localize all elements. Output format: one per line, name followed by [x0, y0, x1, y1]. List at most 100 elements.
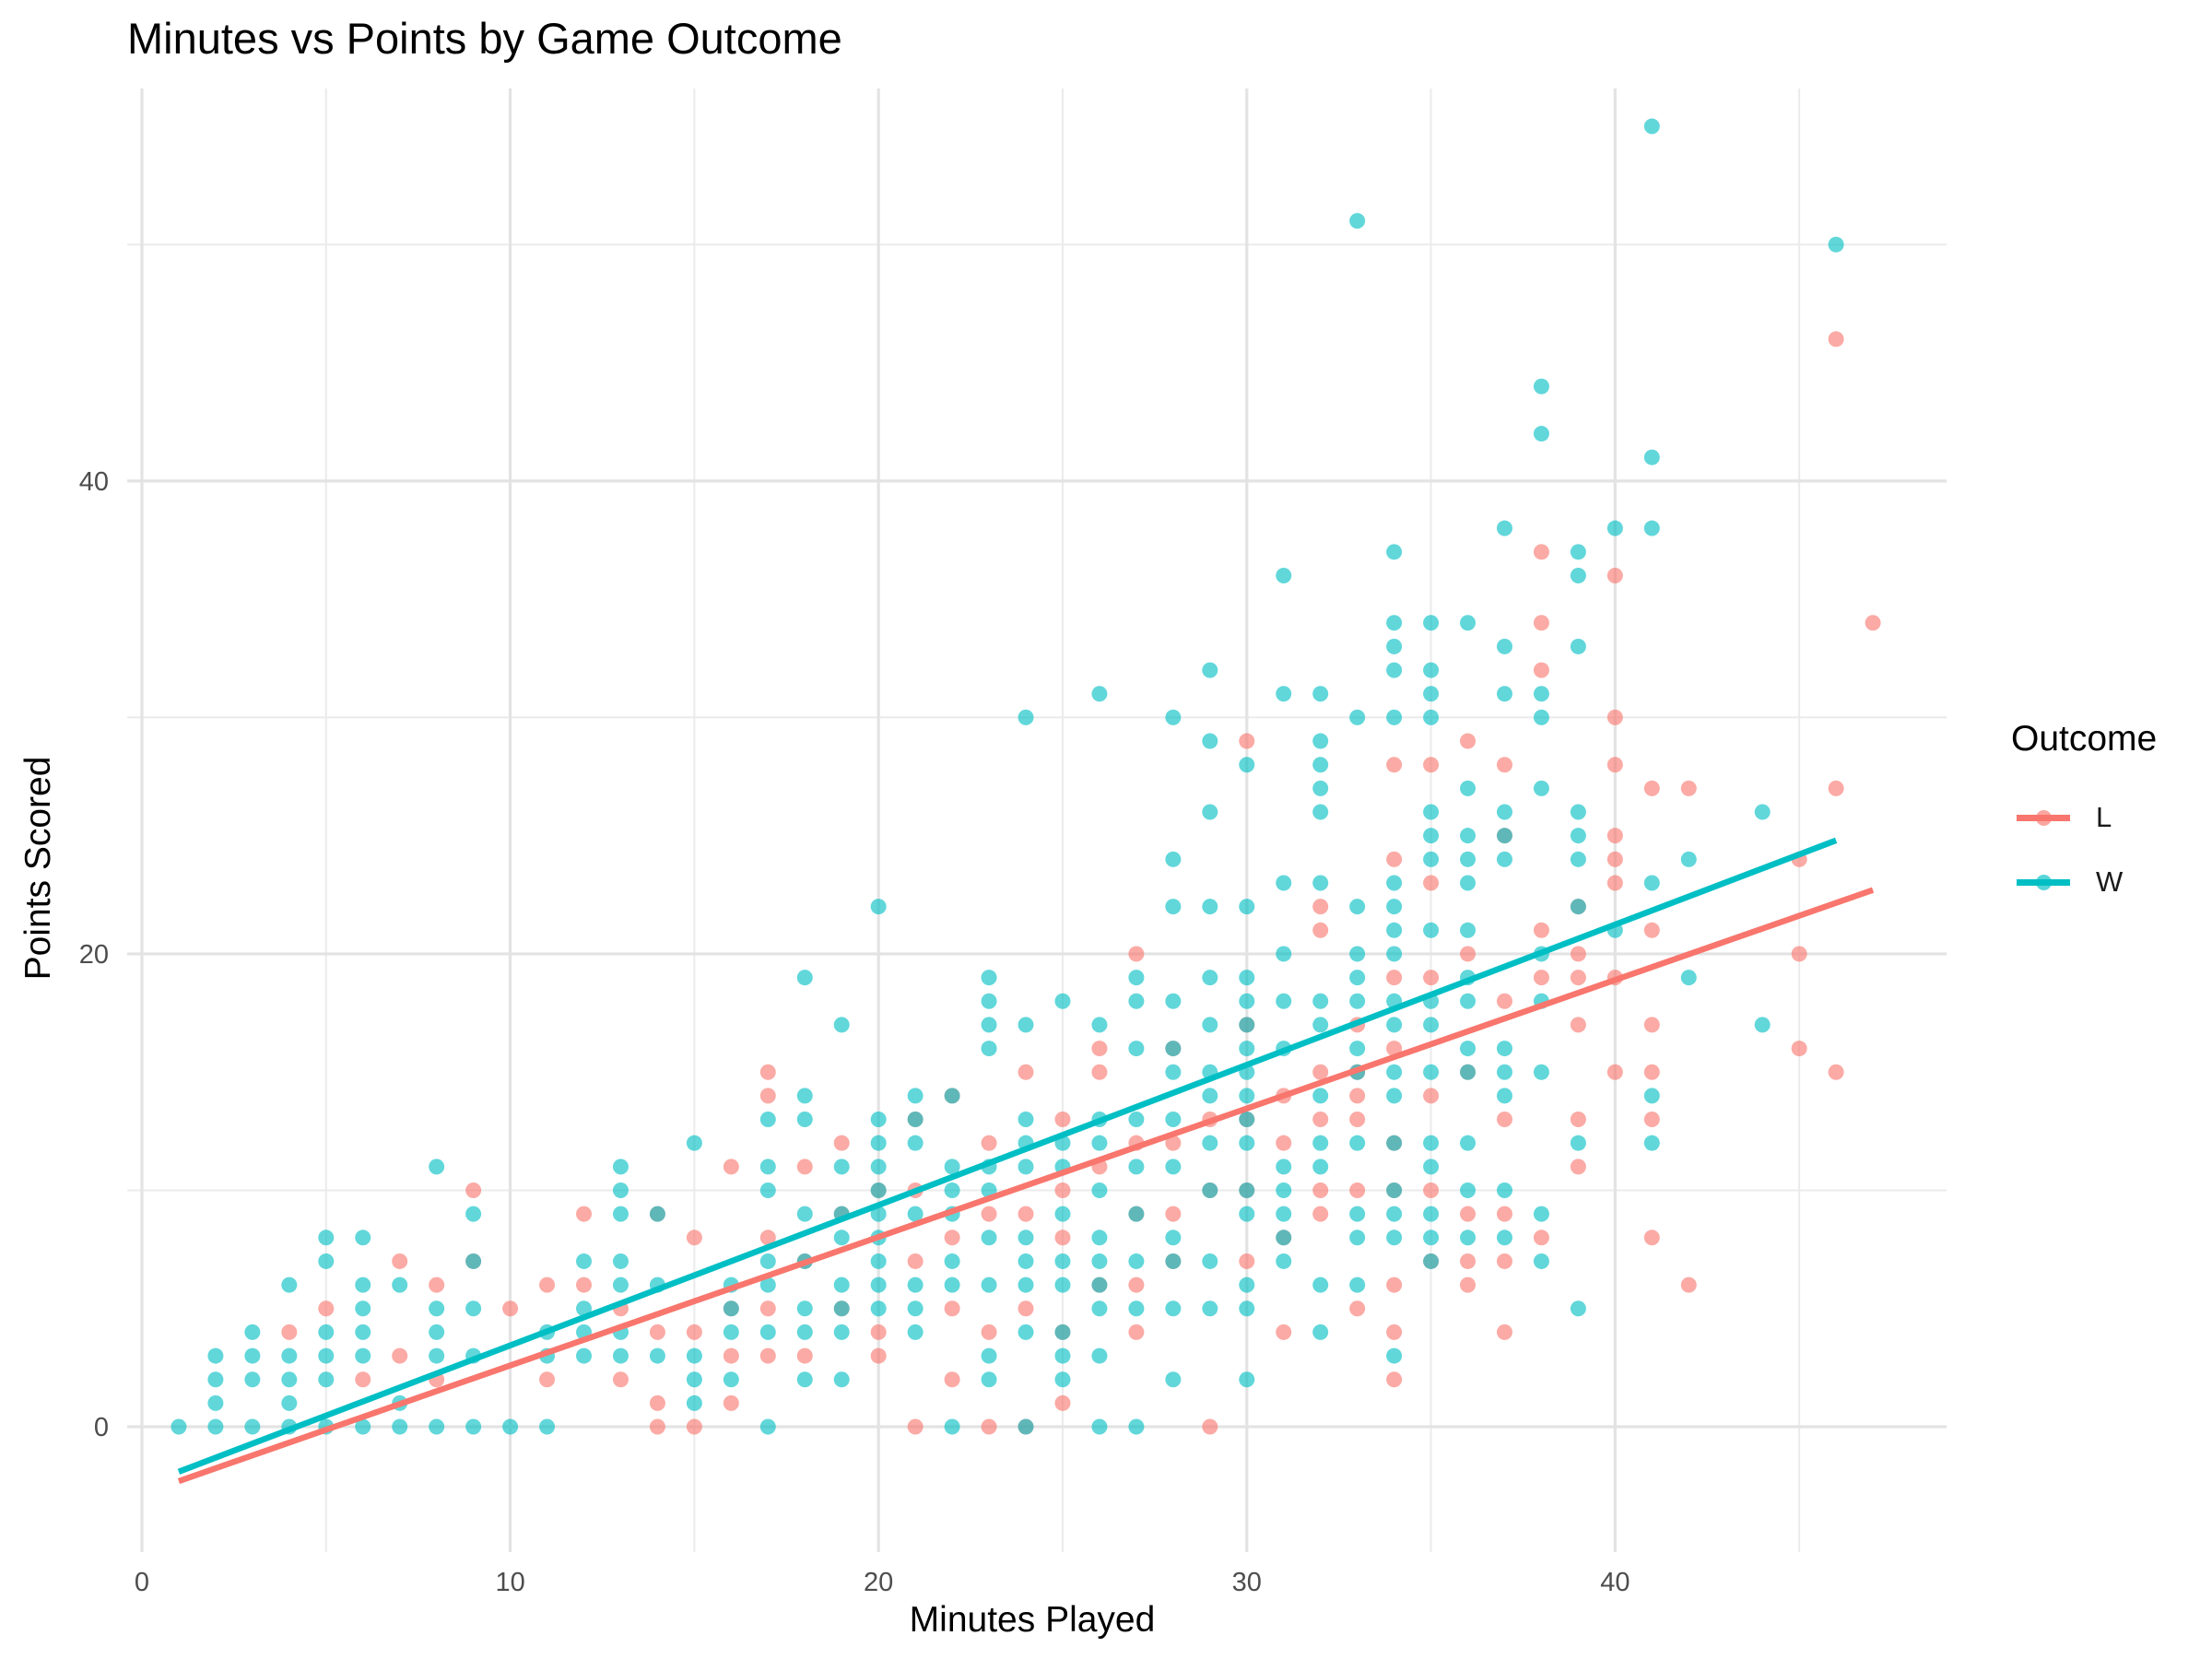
point-w	[1643, 875, 1660, 891]
point-w	[1570, 828, 1586, 844]
point-w	[612, 1159, 629, 1175]
point-w	[1165, 1230, 1182, 1246]
point-w	[981, 1371, 997, 1388]
point-l	[1496, 1206, 1512, 1222]
point-l	[539, 1277, 556, 1293]
point-l	[907, 1253, 924, 1269]
point-w	[1239, 1182, 1255, 1198]
point-w	[1018, 709, 1034, 725]
point-w	[1054, 993, 1071, 1009]
point-w	[1018, 1230, 1034, 1246]
point-l	[1128, 946, 1145, 962]
point-w	[429, 1300, 445, 1317]
point-l	[796, 1347, 813, 1364]
point-w	[575, 1300, 592, 1317]
point-w	[1496, 1088, 1512, 1104]
point-w	[686, 1347, 702, 1364]
legend-item-l: L	[2011, 785, 2157, 850]
point-l	[318, 1300, 335, 1317]
point-w	[1349, 1277, 1366, 1293]
point-w	[1423, 686, 1440, 702]
point-l	[796, 1159, 813, 1175]
point-l	[1828, 331, 1844, 347]
point-w	[1754, 1017, 1771, 1033]
point-l	[1570, 946, 1586, 962]
point-l	[723, 1394, 739, 1411]
point-w	[1386, 1182, 1403, 1198]
minor-gridlines	[127, 88, 1947, 1552]
point-w	[612, 1277, 629, 1293]
point-w	[981, 1230, 997, 1246]
point-w	[1386, 1230, 1403, 1246]
point-w	[207, 1371, 224, 1388]
point-w	[1312, 733, 1329, 749]
point-l	[981, 1206, 997, 1222]
point-w	[1128, 1112, 1145, 1128]
trend-lines	[177, 837, 1875, 1485]
point-w	[1349, 970, 1366, 986]
point-w	[759, 1324, 776, 1340]
point-w	[392, 1277, 408, 1293]
point-w	[1533, 378, 1549, 394]
point-l	[1386, 1324, 1403, 1340]
point-w	[1570, 638, 1586, 654]
point-w	[1423, 1159, 1440, 1175]
point-l	[1349, 1088, 1366, 1104]
point-w	[1496, 1064, 1512, 1080]
point-l	[1165, 1206, 1182, 1222]
point-l	[1643, 922, 1660, 938]
point-w	[833, 1230, 850, 1246]
point-l	[1643, 1230, 1660, 1246]
point-w	[1423, 709, 1440, 725]
x-tick-label: 10	[495, 1568, 524, 1597]
point-w	[981, 1277, 997, 1293]
point-l	[1460, 733, 1477, 749]
point-w	[1643, 1088, 1660, 1104]
point-w	[318, 1253, 335, 1269]
point-w	[1128, 1206, 1145, 1222]
point-w	[1202, 1135, 1218, 1151]
point-l	[723, 1347, 739, 1364]
point-w	[1091, 1347, 1108, 1364]
point-l	[1423, 970, 1440, 986]
point-w	[1386, 1017, 1403, 1033]
point-l	[759, 1088, 776, 1104]
point-w	[612, 1253, 629, 1269]
point-l	[870, 1324, 887, 1340]
point-w	[1312, 1017, 1329, 1033]
point-w	[1239, 1017, 1255, 1033]
point-l	[1423, 757, 1440, 773]
point-w	[1570, 567, 1586, 583]
x-axis-tick-labels: 0 10 20 30 40	[135, 1568, 1630, 1597]
point-w	[1054, 1371, 1071, 1388]
x-tick-label: 30	[1232, 1568, 1262, 1597]
point-w	[1091, 1017, 1108, 1033]
point-w	[318, 1371, 335, 1388]
point-l	[1423, 1088, 1440, 1104]
point-w	[1091, 1253, 1108, 1269]
point-w	[1239, 1300, 1255, 1317]
point-w	[1386, 662, 1403, 678]
point-l	[723, 1159, 739, 1175]
point-w	[1165, 1300, 1182, 1317]
point-w	[686, 1394, 702, 1411]
point-w	[981, 1017, 997, 1033]
point-l	[1349, 1300, 1366, 1317]
legend-title: Outcome	[2011, 719, 2158, 759]
point-w	[281, 1394, 298, 1411]
point-w	[907, 1112, 924, 1128]
point-w	[1423, 1064, 1440, 1080]
point-w	[1202, 733, 1218, 749]
y-tick-label: 40	[79, 467, 109, 497]
point-w	[796, 1206, 813, 1222]
point-l	[281, 1324, 298, 1340]
point-w	[1386, 638, 1403, 654]
point-w	[1202, 1017, 1218, 1033]
point-w	[1165, 1041, 1182, 1057]
point-w	[759, 1112, 776, 1128]
legend-key-w	[2011, 864, 2076, 900]
point-w	[575, 1253, 592, 1269]
point-w	[244, 1418, 261, 1435]
point-l	[1496, 993, 1512, 1009]
legend-label-l: L	[2096, 801, 2112, 833]
